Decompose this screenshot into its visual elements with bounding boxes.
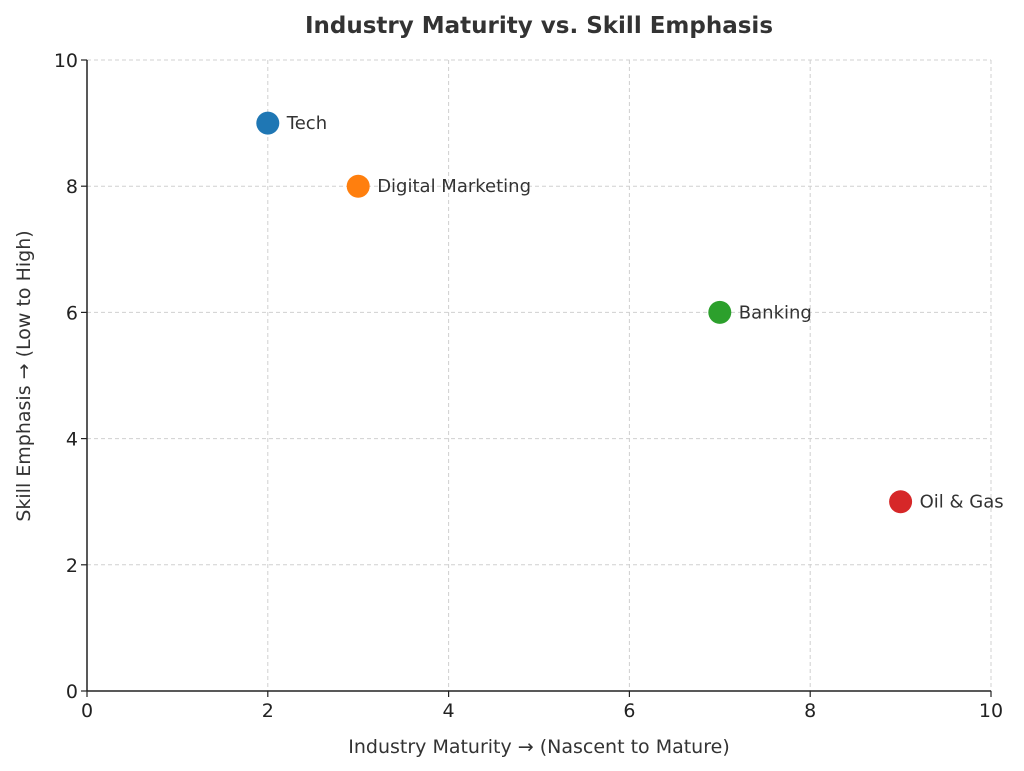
x-tick-label: 8 (804, 700, 816, 722)
x-tick-label: 10 (979, 700, 1003, 722)
point-label: Oil & Gas (920, 492, 1004, 513)
data-point (708, 300, 732, 324)
y-tick-label: 0 (66, 681, 78, 703)
y-tick-label: 6 (66, 302, 78, 324)
y-tick-label: 4 (66, 429, 78, 451)
point-label: Banking (739, 302, 812, 323)
data-point (346, 174, 370, 198)
x-tick-label: 0 (81, 700, 93, 722)
x-tick-label: 4 (443, 700, 455, 722)
point-label: Digital Marketing (377, 176, 531, 197)
x-axis-label: Industry Maturity → (Nascent to Mature) (348, 736, 729, 758)
y-tick-label: 2 (66, 555, 78, 577)
point-label: Tech (286, 113, 327, 134)
chart-title: Industry Maturity vs. Skill Emphasis (305, 13, 773, 39)
x-tick-label: 6 (623, 700, 635, 722)
y-tick-label: 10 (54, 50, 78, 72)
x-tick-label: 2 (262, 700, 274, 722)
y-tick-label: 8 (66, 176, 78, 198)
data-point (256, 111, 280, 135)
data-point (889, 490, 913, 514)
y-axis-label: Skill Emphasis → (Low to High) (13, 230, 35, 521)
